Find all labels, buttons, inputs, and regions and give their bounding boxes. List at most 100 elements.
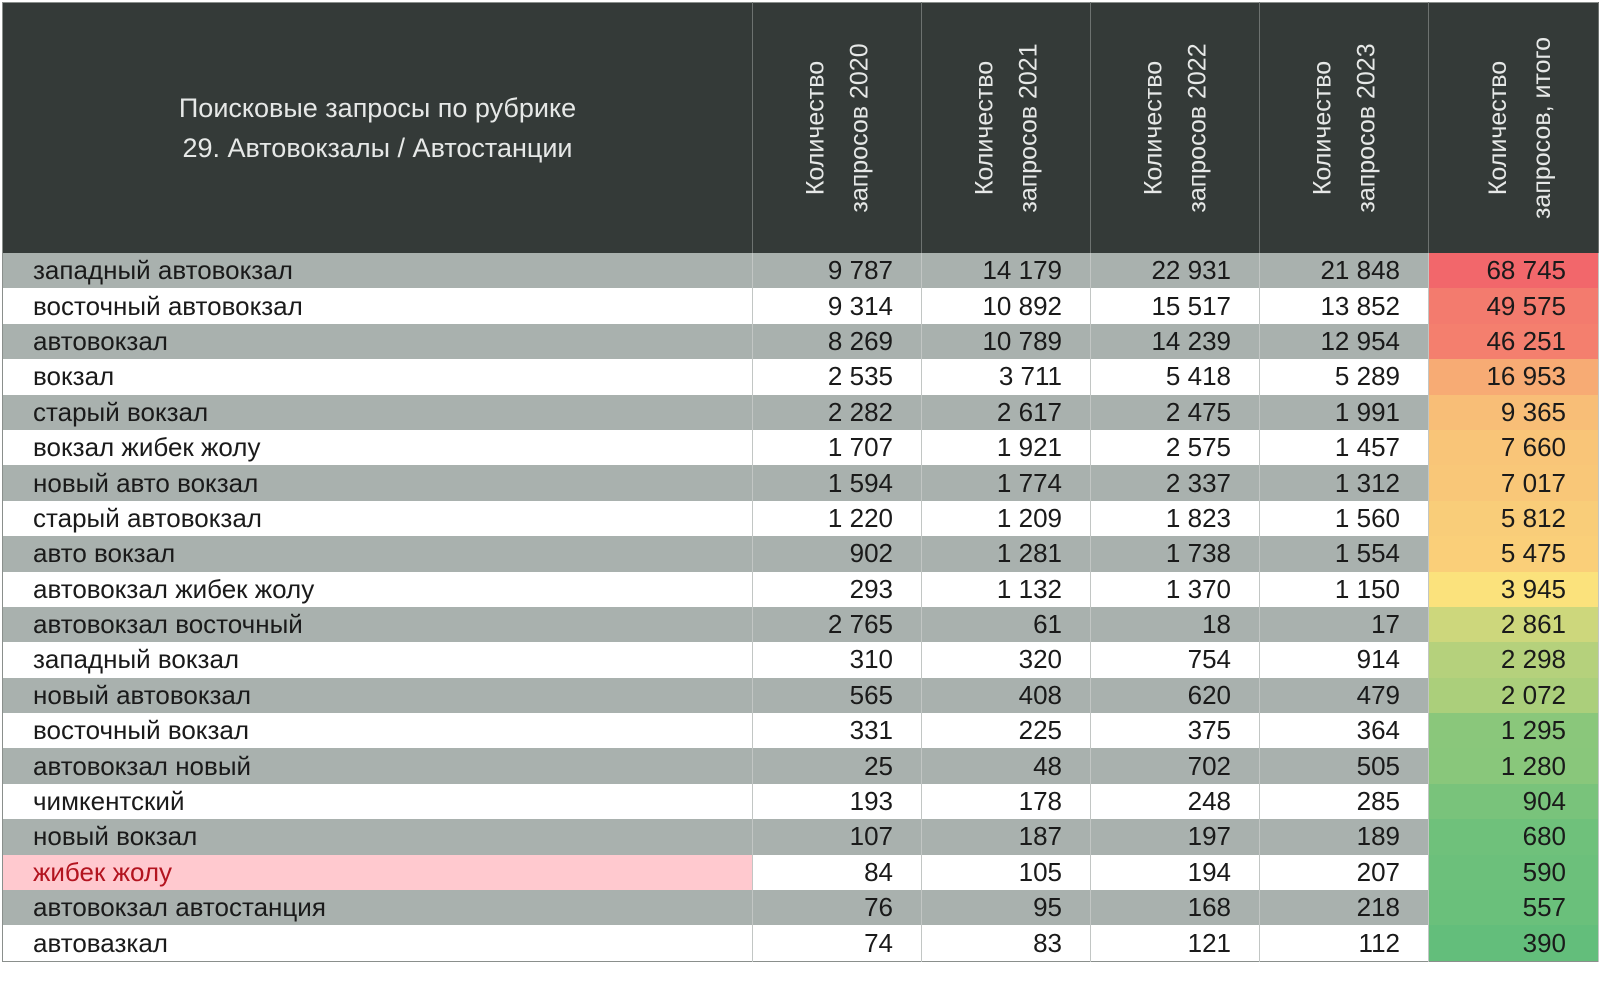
table-row: новый вокзал 107 187 197 189 680 xyxy=(2,819,1599,855)
value-cell-2022: 754 xyxy=(1090,642,1260,678)
search-queries-table: Поисковые запросы по рубрике 29. Автовок… xyxy=(2,2,1599,962)
query-cell: автовокзал автостанция xyxy=(2,890,753,926)
value-cell-2021: 14 179 xyxy=(921,253,1091,289)
column-header-line: запросов 2022 xyxy=(1183,43,1212,213)
query-cell: старый автовокзал xyxy=(2,500,753,537)
total-cell: 3 945 xyxy=(1428,571,1599,607)
total-cell: 1 280 xyxy=(1428,748,1599,784)
value-cell-2022: 121 xyxy=(1090,925,1260,962)
total-cell: 2 072 xyxy=(1428,677,1599,714)
value-cell-2021: 408 xyxy=(921,677,1091,714)
value-cell-2021: 1 209 xyxy=(921,500,1091,537)
value-cell-2020: 1 220 xyxy=(752,500,922,537)
table-row: старый автовокзал 1 220 1 209 1 823 1 560 5 8… xyxy=(2,500,1599,537)
table-row: восточный вокзал 331 225 375 364 1 295 xyxy=(2,713,1599,749)
table-title: Поисковые запросы по рубрике 29. Автовок… xyxy=(2,2,753,253)
query-cell: восточный вокзал xyxy=(2,713,753,749)
table-row: новый авто вокзал 1 594 1 774 2 337 1 312 7 0… xyxy=(2,465,1599,501)
value-cell-2020: 8 269 xyxy=(752,323,922,360)
total-cell: 16 953 xyxy=(1428,359,1599,395)
value-cell-2020: 25 xyxy=(752,748,922,784)
value-cell-2023: 914 xyxy=(1259,642,1429,678)
table-title-line: 29. Автовокзалы / Автостанции xyxy=(182,133,573,163)
total-cell: 1 295 xyxy=(1428,713,1599,749)
total-cell: 680 xyxy=(1428,819,1599,855)
column-header-line: запросов 2021 xyxy=(1014,43,1043,213)
total-cell: 5 475 xyxy=(1428,536,1599,572)
value-cell-2022: 5 418 xyxy=(1090,359,1260,395)
query-cell: старый вокзал xyxy=(2,394,753,430)
query-cell: автовокзал xyxy=(2,323,753,360)
query-cell: новый вокзал xyxy=(2,819,753,855)
value-cell-2020: 193 xyxy=(752,783,922,820)
value-cell-2022: 18 xyxy=(1090,606,1260,643)
value-cell-2020: 107 xyxy=(752,819,922,855)
value-cell-2020: 310 xyxy=(752,642,922,678)
value-cell-2022: 2 575 xyxy=(1090,429,1260,466)
query-cell: вокзал жибек жолу xyxy=(2,429,753,466)
table-body: западный автовокзал 9 787 14 179 22 931 21 8… xyxy=(2,253,1599,962)
value-cell-2023: 21 848 xyxy=(1259,253,1429,289)
value-cell-2022: 2 475 xyxy=(1090,394,1260,430)
value-cell-2022: 2 337 xyxy=(1090,465,1260,501)
total-cell: 5 812 xyxy=(1428,500,1599,537)
table-row: старый вокзал 2 282 2 617 2 475 1 991 9 365 xyxy=(2,394,1599,430)
column-header-line: запросов, итого xyxy=(1528,36,1557,220)
total-cell: 9 365 xyxy=(1428,394,1599,430)
total-cell: 390 xyxy=(1428,925,1599,962)
value-cell-2020: 1 594 xyxy=(752,465,922,501)
value-cell-2022: 15 517 xyxy=(1090,288,1260,324)
value-cell-2021: 178 xyxy=(921,783,1091,820)
value-cell-2020: 9 787 xyxy=(752,253,922,289)
table-row: западный вокзал 310 320 754 914 2 298 xyxy=(2,642,1599,678)
table-row: автовокзал восточный 2 765 61 18 17 2 861 xyxy=(2,606,1599,643)
value-cell-2023: 5 289 xyxy=(1259,359,1429,395)
table-row: западный автовокзал 9 787 14 179 22 931 21 8… xyxy=(2,253,1599,289)
value-cell-2023: 12 954 xyxy=(1259,323,1429,360)
query-cell: новый авто вокзал xyxy=(2,465,753,501)
header-row: Поисковые запросы по рубрике 29. Автовок… xyxy=(2,2,1599,253)
total-cell: 590 xyxy=(1428,854,1599,891)
table-row: автовокзал жибек жолу 293 1 132 1 370 1 150 3… xyxy=(2,571,1599,607)
value-cell-2022: 168 xyxy=(1090,890,1260,926)
query-cell: восточный автовокзал xyxy=(2,288,753,324)
value-cell-2022: 197 xyxy=(1090,819,1260,855)
column-header-line: запросов 2023 xyxy=(1352,43,1381,213)
table-row: восточный автовокзал 9 314 10 892 15 517 13 … xyxy=(2,288,1599,324)
value-cell-2020: 2 535 xyxy=(752,359,922,395)
value-cell-2023: 189 xyxy=(1259,819,1429,855)
column-header-line: Количество xyxy=(1308,60,1337,196)
value-cell-2023: 218 xyxy=(1259,890,1429,926)
value-cell-2021: 95 xyxy=(921,890,1091,926)
column-header-line: Количество xyxy=(801,60,830,196)
query-cell: чимкентский xyxy=(2,783,753,820)
value-cell-2023: 1 560 xyxy=(1259,500,1429,537)
value-cell-2021: 83 xyxy=(921,925,1091,962)
column-header-2020: Количество запросов 2020 xyxy=(752,2,922,253)
table-row: вокзал 2 535 3 711 5 418 5 289 16 953 xyxy=(2,359,1599,395)
total-cell: 2 298 xyxy=(1428,642,1599,678)
value-cell-2021: 10 892 xyxy=(921,288,1091,324)
value-cell-2021: 187 xyxy=(921,819,1091,855)
table-row: чимкентский 193 178 248 285 904 xyxy=(2,783,1599,820)
total-cell: 7 660 xyxy=(1428,429,1599,466)
value-cell-2023: 1 554 xyxy=(1259,536,1429,572)
value-cell-2023: 13 852 xyxy=(1259,288,1429,324)
table-row: автовокзал новый 25 48 702 505 1 280 xyxy=(2,748,1599,784)
table-row: автовокзал 8 269 10 789 14 239 12 954 46 251 xyxy=(2,323,1599,360)
query-cell: западный вокзал xyxy=(2,642,753,678)
value-cell-2022: 1 738 xyxy=(1090,536,1260,572)
value-cell-2023: 505 xyxy=(1259,748,1429,784)
query-cell: западный автовокзал xyxy=(2,253,753,289)
column-header-line: запросов 2020 xyxy=(845,43,874,213)
value-cell-2023: 479 xyxy=(1259,677,1429,714)
value-cell-2021: 1 774 xyxy=(921,465,1091,501)
value-cell-2020: 902 xyxy=(752,536,922,572)
table-title-line: Поисковые запросы по рубрике xyxy=(178,93,577,123)
value-cell-2021: 225 xyxy=(921,713,1091,749)
total-cell: 557 xyxy=(1428,890,1599,926)
value-cell-2023: 1 991 xyxy=(1259,394,1429,430)
total-cell: 7 017 xyxy=(1428,465,1599,501)
value-cell-2023: 1 457 xyxy=(1259,429,1429,466)
value-cell-2021: 2 617 xyxy=(921,394,1091,430)
